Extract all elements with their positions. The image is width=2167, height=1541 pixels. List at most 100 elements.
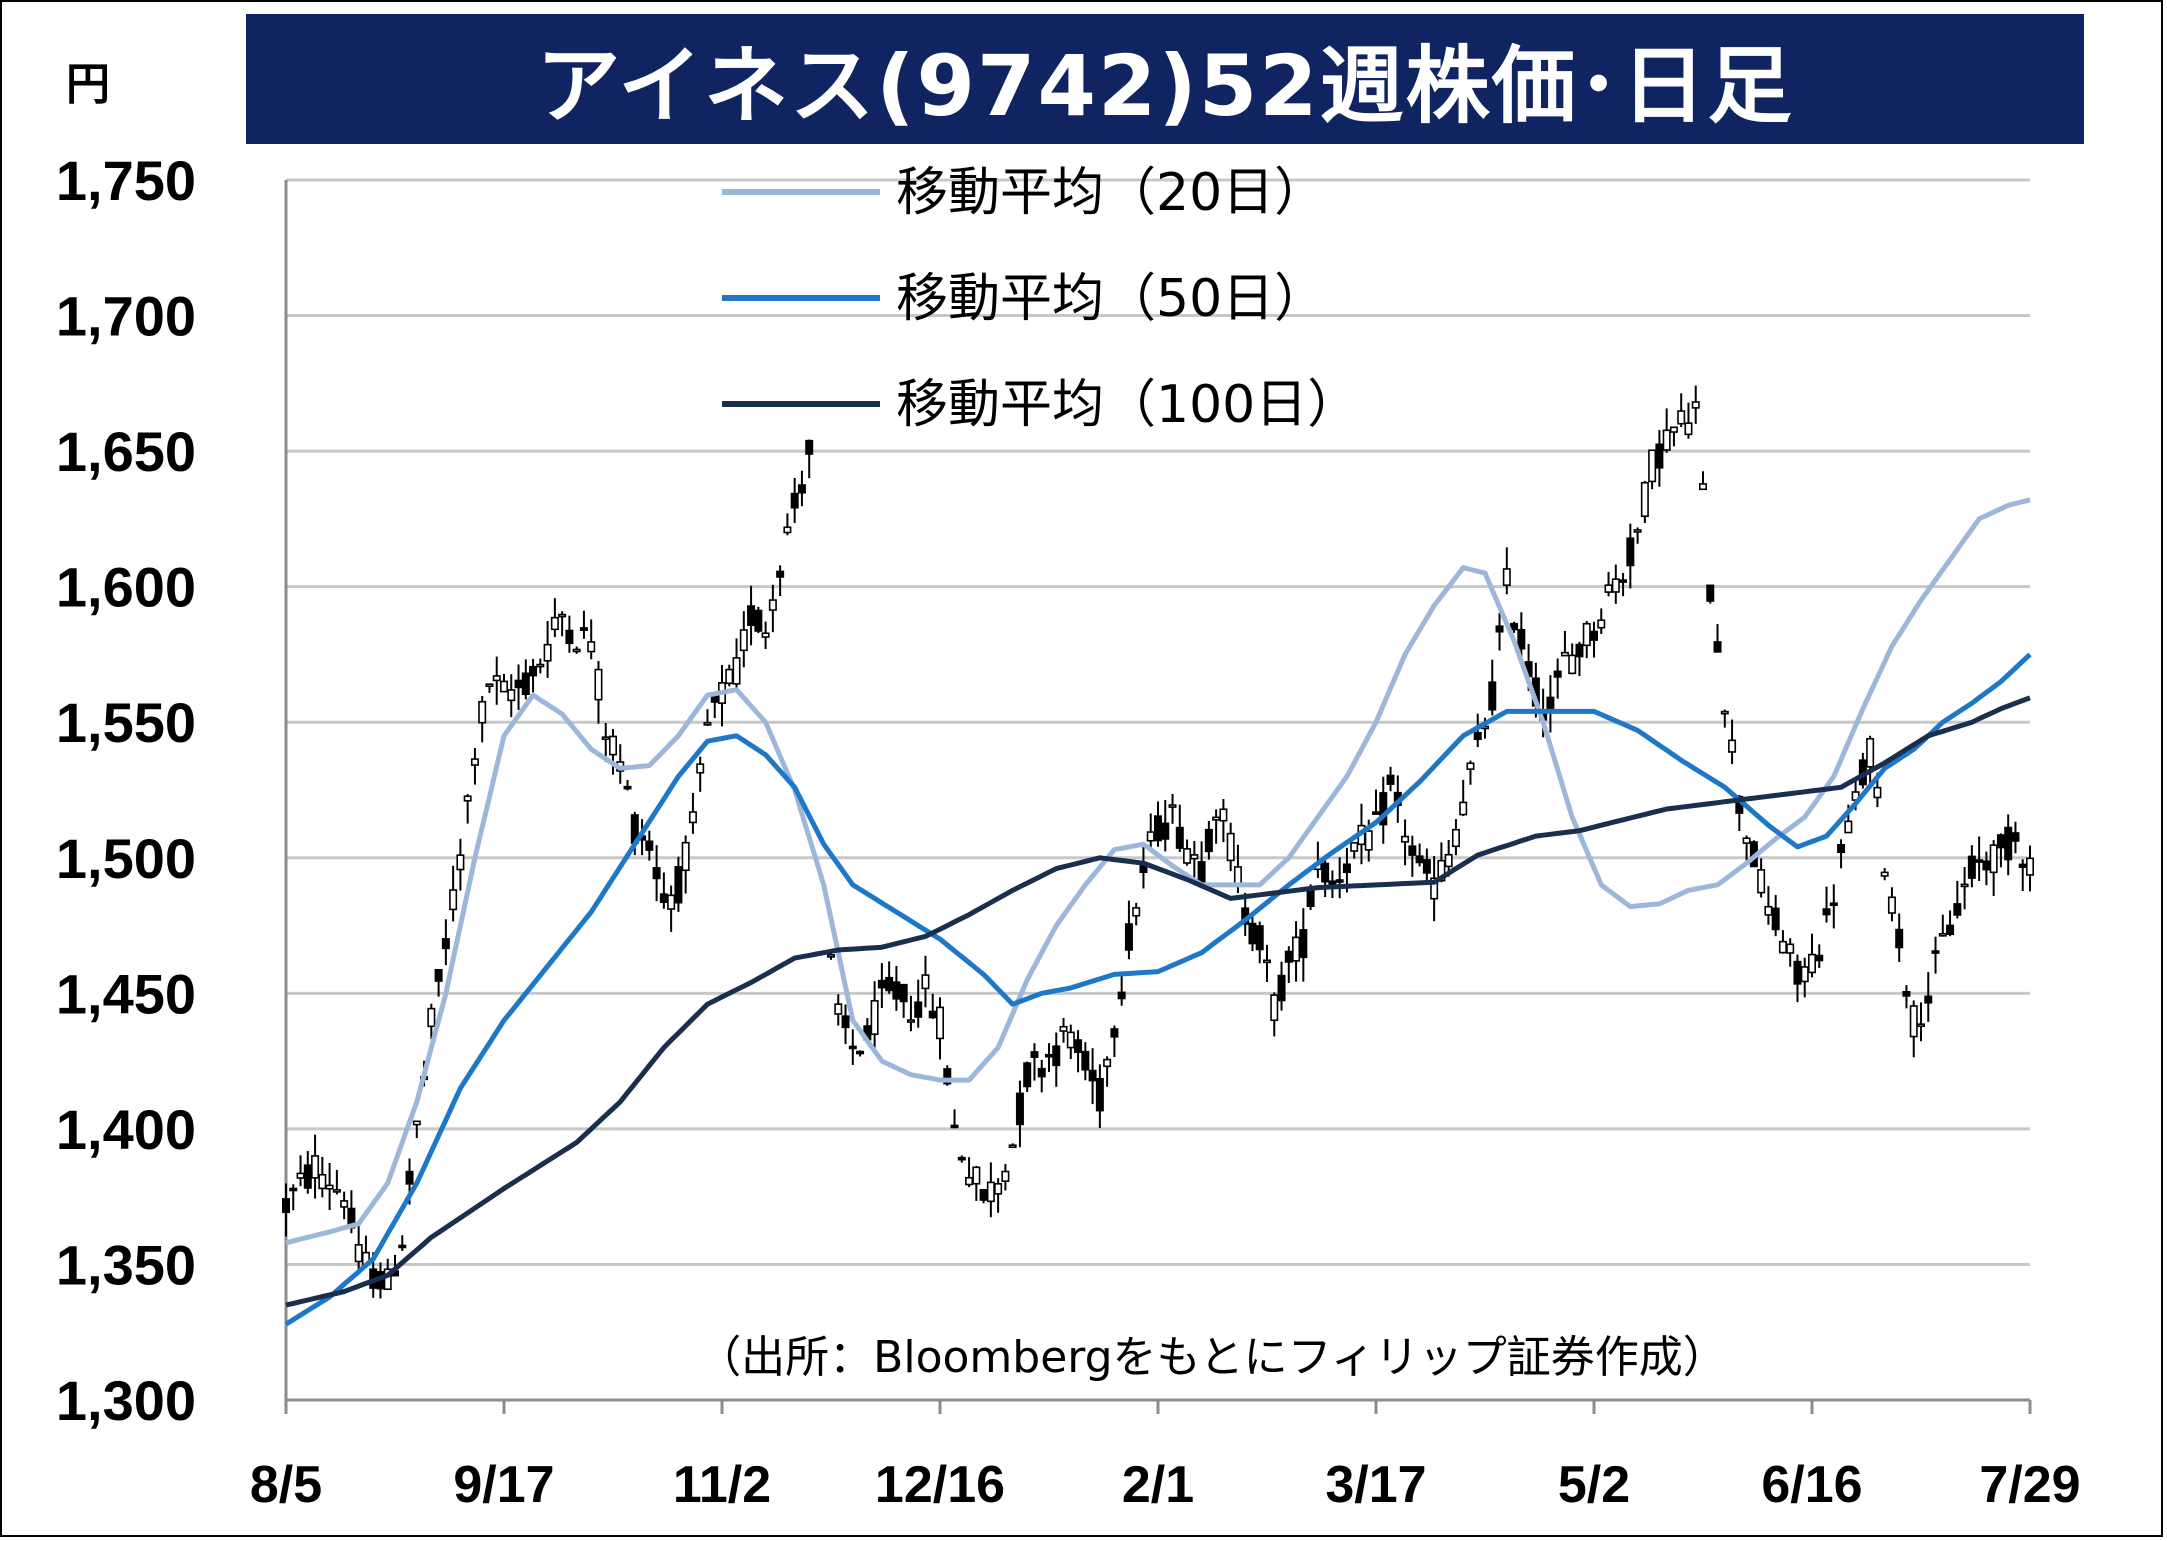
x-tick-label: 7/29 <box>1979 1456 2080 1514</box>
candle-body <box>1728 739 1737 753</box>
candle-body <box>594 668 603 701</box>
candle-body <box>1619 579 1628 583</box>
x-tick-label: 2/1 <box>1122 1456 1194 1514</box>
y-tick-label: 1,350 <box>56 1233 196 1296</box>
candle-body <box>1212 816 1221 821</box>
y-tick-label: 1,300 <box>56 1369 196 1432</box>
candle-body <box>1437 859 1446 882</box>
candle-body <box>1517 629 1526 650</box>
candle-body <box>1451 828 1460 848</box>
candle-body <box>943 1068 952 1085</box>
candle-body <box>1786 943 1795 954</box>
candle-body <box>1662 429 1671 451</box>
candle-body <box>1292 936 1301 962</box>
candle-body <box>2018 863 2027 869</box>
candle-body <box>1023 1062 1032 1088</box>
candle-body <box>1924 995 1933 1004</box>
candle-body <box>281 1198 290 1214</box>
candle-body <box>303 1164 312 1189</box>
candle-body <box>558 613 567 618</box>
candle-body <box>1350 842 1359 852</box>
candle-body <box>965 1176 974 1186</box>
candle-body <box>906 1019 915 1023</box>
candle-body <box>703 722 712 726</box>
candle-body <box>1989 844 1998 874</box>
candle-body <box>478 700 487 724</box>
y-tick-label: 1,600 <box>56 556 196 619</box>
candle-body <box>1946 924 1955 935</box>
candle-body <box>1502 568 1511 586</box>
candle-body <box>1931 950 1940 954</box>
candle-body <box>1015 1092 1024 1126</box>
candle-body <box>1967 855 1976 879</box>
x-tick-label: 8/5 <box>250 1456 322 1514</box>
candle-body <box>383 1268 392 1291</box>
candle-body <box>1103 1058 1112 1068</box>
candle-body <box>550 616 559 631</box>
candle-body <box>1379 792 1388 826</box>
candle-body <box>485 683 494 688</box>
candle-body <box>1996 834 2005 849</box>
legend-label: 移動平均（50日） <box>896 269 1326 329</box>
candle-body <box>667 894 676 910</box>
candle-body <box>572 648 581 653</box>
candle-body <box>1648 449 1657 483</box>
candle-body <box>914 1001 923 1018</box>
candle-body <box>1117 991 1126 1000</box>
candle-body <box>1161 822 1170 840</box>
legend: 移動平均（20日） 移動平均（50日） 移動平均（100日） <box>722 163 1359 435</box>
candle-body <box>1008 1144 1017 1149</box>
candle-body <box>1655 443 1664 469</box>
candle-body <box>725 668 734 685</box>
candle-body <box>1764 905 1773 916</box>
candle-body <box>579 627 588 631</box>
candle-body <box>790 492 799 509</box>
moving-average-line <box>285 695 2031 1308</box>
candle-body <box>507 689 516 702</box>
candle-body <box>1560 651 1569 657</box>
candle-body <box>1778 940 1787 954</box>
candle-body <box>1575 643 1584 658</box>
candle-body <box>405 1170 414 1185</box>
candle-body <box>1386 774 1395 785</box>
candle-body <box>521 672 530 696</box>
candle-body <box>1669 426 1678 433</box>
candle-body <box>761 632 770 638</box>
candle-body <box>921 974 930 990</box>
candle-body <box>979 1189 988 1201</box>
candle-body <box>1800 966 1809 983</box>
candle-body <box>1110 1028 1119 1038</box>
candle-body <box>899 983 908 1003</box>
source-note: （出所：Bloombergをもとにフィリップ証券作成） <box>697 1332 1727 1383</box>
candle-body <box>1917 1023 1926 1027</box>
y-tick-label: 1,700 <box>56 285 196 348</box>
candle-body <box>885 976 894 992</box>
candle-body <box>1401 835 1410 843</box>
axes <box>284 180 2030 1402</box>
candle-body <box>1226 832 1235 862</box>
candle-body <box>1909 1005 1918 1038</box>
candle-body <box>332 1189 341 1193</box>
candle-body <box>354 1244 363 1263</box>
x-tick-label: 6/16 <box>1761 1456 1862 1514</box>
candle-body <box>645 840 654 851</box>
candle-body <box>935 1006 944 1040</box>
candle-body <box>1611 578 1620 593</box>
candlestick-series <box>281 385 2035 1299</box>
candle-body <box>1364 830 1373 851</box>
candle-body <box>826 954 835 958</box>
candle-body <box>1757 869 1766 894</box>
candle-body <box>1430 877 1439 900</box>
candle-body <box>652 867 661 880</box>
y-tick-label: 1,500 <box>56 827 196 890</box>
candle-body <box>1408 845 1417 856</box>
candle-body <box>1873 786 1882 799</box>
candle-body <box>783 526 792 534</box>
y-tick-label: 1,450 <box>56 962 196 1025</box>
candle-body <box>311 1155 320 1179</box>
candle-body <box>412 1120 421 1126</box>
chart-title: アイネス(9742)52週株価･日足 <box>246 14 2084 144</box>
candle-body <box>1880 871 1889 877</box>
moving-average-line <box>285 497 2031 1246</box>
